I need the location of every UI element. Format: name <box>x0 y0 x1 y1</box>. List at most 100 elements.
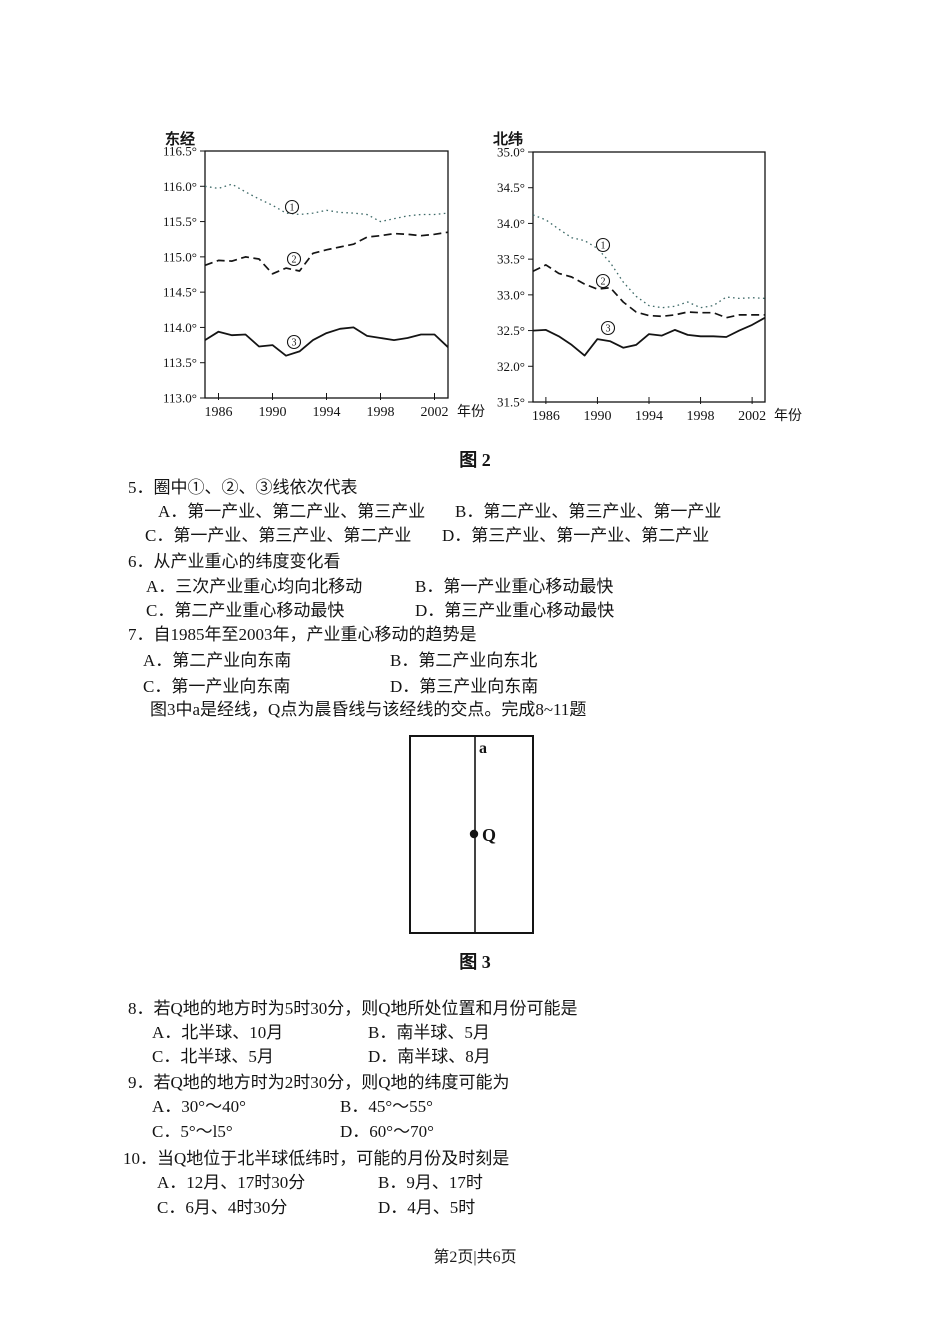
series-marker-circle-1 <box>284 199 300 215</box>
y-axis-title: 北纬 <box>493 130 523 148</box>
question-9-stem: 9．若Q地的地方时为2时30分，则Q地的纬度可能为 <box>128 1073 510 1092</box>
question-7-options-cd: C．第一产业向东南 D．第三产业向东南 <box>143 677 538 697</box>
y-tick-label: 113.5° <box>163 355 197 370</box>
option-d: D．第三产业、第一产业、第二产业 <box>442 526 710 545</box>
x-tick-label: 1990 <box>583 409 611 424</box>
y-tick-label: 31.5° <box>497 395 525 410</box>
y-tick-label: 113.0° <box>163 391 197 406</box>
x-tick-label: 2002 <box>738 409 766 424</box>
question-6-options-cd: C．第二产业重心移动最快 D．第三产业重心移动最快 <box>146 601 614 621</box>
option-b: B．第二产业、第三产业、第一产业 <box>455 502 722 521</box>
option-c: C．第一产业向东南 <box>143 677 291 696</box>
y-tick-label: 33.5° <box>497 252 525 267</box>
series-marker-number-3: 3 <box>606 324 611 335</box>
option-a: A．第二产业向东南 <box>143 651 292 670</box>
question-5-options-ab: A．第一产业、第二产业、第三产业 B．第二产业、第三产业、第一产业 <box>158 502 721 522</box>
option-a: A．30°～40° <box>152 1097 246 1116</box>
figure3-intro: 图3中a是经线，Q点为晨昏线与该经线的交点。完成8~11题 <box>150 700 587 719</box>
y-tick-label: 115.5° <box>163 214 197 229</box>
x-tick-label: 1990 <box>259 405 287 420</box>
point-q-label: Q <box>482 825 496 845</box>
series-marker-number-2: 2 <box>292 255 297 266</box>
y-tick-label: 32.0° <box>497 359 525 374</box>
y-tick-label: 116.0° <box>163 179 197 194</box>
figure3-frame <box>409 735 534 934</box>
option-d: D．南半球、8月 <box>368 1047 491 1066</box>
y-tick-label: 34.0° <box>497 216 525 231</box>
option-a: A．12月、17时30分 <box>157 1173 306 1192</box>
series-marker-circle-3 <box>286 334 302 350</box>
question-10-stem: 10．当Q地位于北半球低纬时，可能的月份及时刻是 <box>123 1149 510 1168</box>
x-tick-label: 1998 <box>367 405 395 420</box>
x-tick-label: 1994 <box>635 409 663 424</box>
option-c: C．北半球、5月 <box>152 1047 274 1066</box>
option-d: D．第三产业向东南 <box>390 677 539 696</box>
figure3-caption: 图 3 <box>459 952 491 972</box>
question-10-options-ab: A．12月、17时30分 B．9月、17时 <box>157 1173 483 1193</box>
question-6-stem: 6．从产业重心的纬度变化看 <box>128 552 341 571</box>
question-8-stem: 8．若Q地的地方时为5时30分，则Q地所处位置和月份可能是 <box>128 999 578 1018</box>
question-10-options-cd: C．6月、4时30分 D．4月、5时 <box>157 1198 475 1218</box>
option-c: C．第二产业重心移动最快 <box>146 601 345 620</box>
question-9-options-ab: A．30°～40° B．45°～55° <box>152 1097 433 1117</box>
option-b: B．45°～55° <box>340 1097 433 1116</box>
option-d: D．第三产业重心移动最快 <box>415 601 615 620</box>
question-8-options-cd: C．北半球、5月 D．南半球、8月 <box>152 1047 491 1067</box>
series-marker-circle-1 <box>595 237 611 253</box>
series-line-3 <box>204 326 449 357</box>
series-line-2 <box>532 264 765 319</box>
series-marker-circle-3 <box>600 320 616 336</box>
option-b: B．第一产业重心移动最快 <box>415 577 614 596</box>
option-d: D．4月、5时 <box>378 1198 476 1217</box>
question-9-options-cd: C．5°～l5° D．60°～70° <box>152 1122 434 1142</box>
question-6-options-ab: A．三次产业重心均向北移动 B．第一产业重心移动最快 <box>146 577 613 597</box>
option-b: B．9月、17时 <box>378 1173 483 1192</box>
y-tick-label: 114.0° <box>163 320 197 335</box>
figure2-caption: 图 2 <box>459 450 491 470</box>
option-b: B．第二产业向东北 <box>390 651 538 670</box>
series-line-1 <box>204 183 449 223</box>
x-tick-label: 1986 <box>205 405 233 420</box>
figure2-longitude-chart: 东经116.5°116.0°115.5°115.0°114.5°114.0°11… <box>163 130 485 420</box>
option-a: A．第一产业、第二产业、第三产业 <box>158 502 426 521</box>
question-7-options-ab: A．第二产业向东南 B．第二产业向东北 <box>143 651 537 671</box>
option-b: B．南半球、5月 <box>368 1023 490 1042</box>
y-tick-label: 115.0° <box>163 249 197 264</box>
page-number-footer: 第2页|共6页 <box>433 1249 517 1266</box>
option-c: C．5°～l5° <box>152 1122 233 1141</box>
option-d: D．60°～70° <box>340 1122 434 1141</box>
question-8-options-ab: A．北半球、10月 B．南半球、5月 <box>152 1023 490 1043</box>
question-5-options-cd: C．第一产业、第三产业、第二产业 D．第三产业、第一产业、第二产业 <box>145 526 709 546</box>
series-marker-number-1: 1 <box>601 241 606 252</box>
figure3-diagram: a Q <box>409 735 534 934</box>
y-axis-title: 东经 <box>165 130 195 148</box>
series-line-1 <box>532 214 766 309</box>
series-marker-number-1: 1 <box>290 203 295 214</box>
series-marker-number-3: 3 <box>292 338 297 349</box>
plot-frame <box>204 150 449 399</box>
y-tick-label: 116.5° <box>163 144 197 159</box>
x-tick-label: 1998 <box>687 409 715 424</box>
series-line-2 <box>204 231 449 275</box>
option-c: C．第一产业、第三产业、第二产业 <box>145 526 412 545</box>
point-q-dot <box>469 829 479 839</box>
y-tick-label: 33.0° <box>497 287 525 302</box>
series-marker-number-2: 2 <box>601 277 606 288</box>
y-tick-label: 114.5° <box>163 285 197 300</box>
y-tick-label: 34.5° <box>497 180 525 195</box>
x-axis-title: 年份 <box>457 404 485 420</box>
x-tick-label: 1994 <box>313 405 341 420</box>
plot-frame <box>532 151 766 403</box>
x-tick-label: 2002 <box>421 405 449 420</box>
series-line-3 <box>532 316 766 357</box>
option-a: A．北半球、10月 <box>152 1023 284 1042</box>
option-a: A．三次产业重心均向北移动 <box>146 577 363 596</box>
series-marker-circle-2 <box>286 251 302 267</box>
series-marker-circle-2 <box>595 273 611 289</box>
question-5-stem: 5．圈中①、②、③线依次代表 <box>128 478 358 497</box>
x-tick-label: 1986 <box>532 409 560 424</box>
x-axis-title: 年份 <box>774 408 802 424</box>
question-7-stem: 7．自1985年至2003年，产业重心移动的趋势是 <box>128 625 477 644</box>
